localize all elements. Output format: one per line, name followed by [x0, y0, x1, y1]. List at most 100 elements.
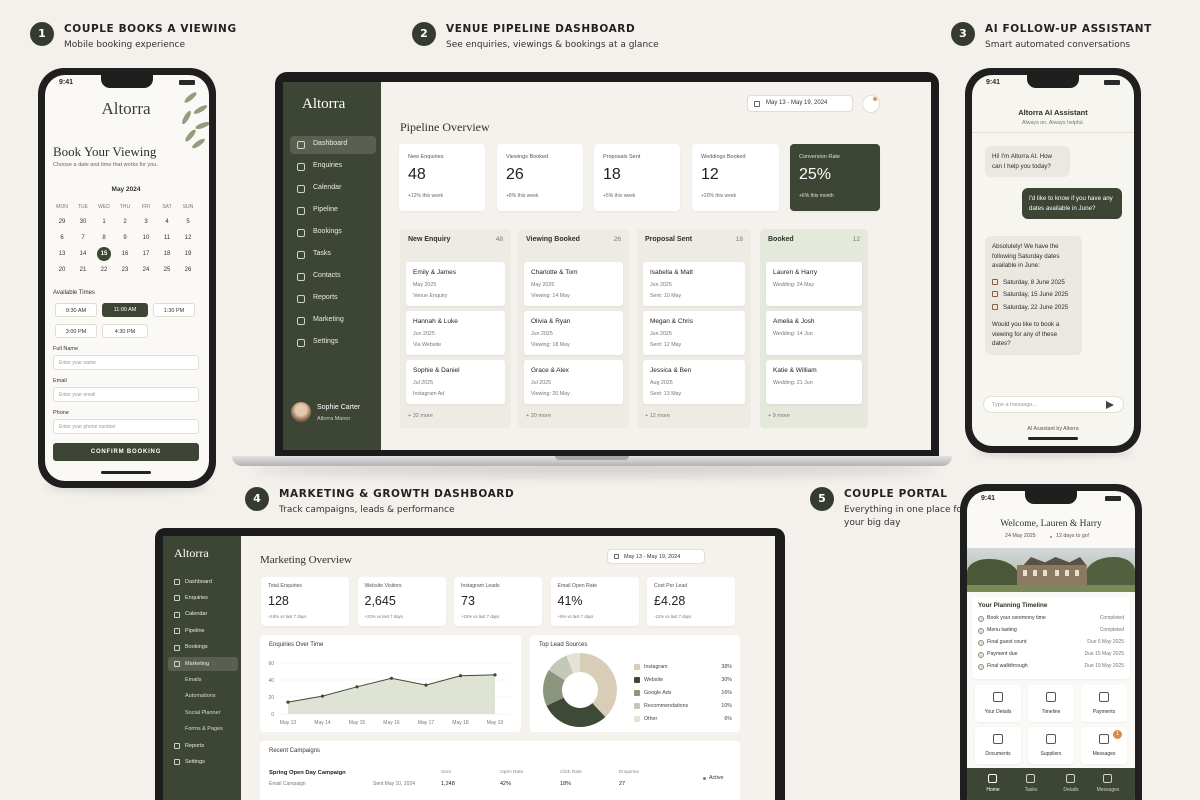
- nav-item[interactable]: Settings: [290, 334, 376, 352]
- calendar-day[interactable]: 24: [142, 267, 150, 273]
- calendar-day[interactable]: 2: [123, 219, 127, 225]
- calendar-day[interactable]: 14: [79, 251, 87, 257]
- calendar-day[interactable]: 25: [163, 267, 171, 273]
- nav-item[interactable]: Bookings: [290, 224, 376, 242]
- bottom-nav-item[interactable]: Details: [1051, 768, 1091, 800]
- calendar-day[interactable]: 4: [165, 219, 169, 225]
- lead-card[interactable]: Katie & William Wedding: 21 Jun: [766, 360, 862, 404]
- nav-item[interactable]: Tasks: [290, 246, 376, 264]
- more-link[interactable]: + 32 more: [408, 413, 433, 419]
- nav-label: Reports: [185, 742, 205, 749]
- calendar-day[interactable]: 10: [142, 235, 150, 241]
- calendar-day[interactable]: 21: [79, 267, 87, 273]
- calendar-day[interactable]: 11: [163, 235, 171, 241]
- portal-tile[interactable]: Timeline: [1028, 685, 1074, 722]
- calendar-day[interactable]: 16: [121, 251, 129, 257]
- calendar-day[interactable]: 30: [79, 219, 87, 225]
- calendar-day[interactable]: 19: [184, 251, 192, 257]
- calendar-day[interactable]: 3: [144, 219, 148, 225]
- nav-item[interactable]: Bookings: [168, 641, 238, 655]
- calendar-day[interactable]: 23: [121, 267, 129, 273]
- nav-label: Pipeline: [313, 206, 338, 213]
- nav-item[interactable]: Social Planner: [168, 706, 238, 720]
- nav-label: Contacts: [313, 272, 341, 279]
- text-input[interactable]: Enter your name: [53, 355, 199, 370]
- nav-item[interactable]: Reports: [290, 290, 376, 308]
- portal-tile[interactable]: Documents: [975, 727, 1021, 764]
- calendar-day[interactable]: 17: [142, 251, 150, 257]
- portal-tile[interactable]: Suppliers: [1028, 727, 1074, 764]
- nav-item[interactable]: Contacts: [290, 268, 376, 286]
- calendar-day[interactable]: 13: [58, 251, 66, 257]
- lead-card[interactable]: Jessica & Ben Aug 2025 Sent: 13 May: [643, 360, 745, 404]
- calendar-day[interactable]: 5: [186, 219, 190, 225]
- calendar-day[interactable]: 1: [102, 219, 106, 225]
- lead-card[interactable]: Charlotte & Tom May 2025 Viewing: 14 May: [524, 262, 623, 306]
- calendar-day[interactable]: 8: [102, 235, 106, 241]
- nav-item[interactable]: Marketing: [168, 657, 238, 671]
- nav-item[interactable]: Automations: [168, 690, 238, 704]
- time-slot[interactable]: 9:30 AM: [55, 303, 97, 317]
- nav-item[interactable]: Dashboard: [168, 575, 238, 589]
- nav-item[interactable]: Enquiries: [168, 591, 238, 605]
- bottom-nav-item[interactable]: Messages: [1088, 768, 1128, 800]
- more-link[interactable]: + 20 more: [526, 413, 551, 419]
- nav-item[interactable]: Forms & Pages: [168, 723, 238, 737]
- lead-card[interactable]: Hannah & Luke Jun 2025 Via Website: [406, 311, 505, 355]
- calendar-day[interactable]: 9: [123, 235, 127, 241]
- nav-item[interactable]: Calendar: [290, 180, 376, 198]
- nav-item[interactable]: Marketing: [290, 312, 376, 330]
- more-link[interactable]: + 12 more: [645, 413, 670, 419]
- icon: [174, 628, 180, 635]
- lead-card[interactable]: Amelia & Josh Wedding: 14 Jun: [766, 311, 862, 355]
- lead-card[interactable]: Megan & Chris Jun 2025 Sent: 12 May: [643, 311, 745, 355]
- calendar-day[interactable]: 15: [97, 247, 111, 261]
- time-slot[interactable]: 11:00 AM: [102, 303, 148, 317]
- lead-card[interactable]: Lauren & Harry Wedding: 24 May: [766, 262, 862, 306]
- portal-tile[interactable]: Payments: [1081, 685, 1127, 722]
- date-picker[interactable]: May 13 - May 19, 2024: [607, 549, 705, 564]
- lead-card[interactable]: Olivia & Ryan Jun 2025 Viewing: 18 May: [524, 311, 623, 355]
- lead-card[interactable]: Grace & Alex Jul 2025 Viewing: 20 May: [524, 360, 623, 404]
- lead-card[interactable]: Sophie & Daniel Jul 2025 Instagram Ad: [406, 360, 505, 404]
- calendar-day[interactable]: 26: [184, 267, 192, 273]
- portal-tile[interactable]: Your Details: [975, 685, 1021, 722]
- nav-item[interactable]: Dashboard: [290, 136, 376, 154]
- lead-name: Jessica & Ben: [650, 367, 692, 374]
- calendar-day[interactable]: 29: [58, 219, 66, 225]
- message-input[interactable]: Type a message...: [983, 396, 1124, 413]
- calendar-day[interactable]: 18: [163, 251, 171, 257]
- nav-item[interactable]: Enquiries: [290, 158, 376, 176]
- date-option[interactable]: Saturday, 22 June 2025: [992, 303, 1075, 313]
- date-option[interactable]: Saturday, 15 June 2025: [992, 290, 1075, 300]
- date-picker[interactable]: May 13 - May 19, 2024: [747, 95, 853, 112]
- more-link[interactable]: + 9 more: [768, 413, 790, 419]
- date-option[interactable]: Saturday, 8 June 2025: [992, 278, 1075, 288]
- calendar-day[interactable]: 20: [58, 267, 66, 273]
- venue-photo-window: [1023, 570, 1027, 576]
- nav-item[interactable]: Reports: [168, 739, 238, 753]
- text-input[interactable]: Enter your phone number: [53, 419, 199, 434]
- bottom-nav-item[interactable]: Home: [973, 768, 1013, 800]
- bottom-nav-item[interactable]: Tasks: [1011, 768, 1051, 800]
- time-slot[interactable]: 1:30 PM: [153, 303, 195, 317]
- calendar-day[interactable]: 22: [100, 267, 108, 273]
- time-slot[interactable]: 4:30 PM: [102, 324, 148, 338]
- lead-card[interactable]: Emily & James May 2025 Venue Enquiry: [406, 262, 505, 306]
- calendar-day[interactable]: 6: [60, 235, 64, 241]
- calendar-day[interactable]: 12: [184, 235, 192, 241]
- send-button[interactable]: [1106, 401, 1114, 409]
- nav-item[interactable]: Emails: [168, 673, 238, 687]
- lead-detail: Sent: 13 May: [650, 391, 682, 397]
- nav-item[interactable]: Settings: [168, 755, 238, 769]
- nav-item[interactable]: Pipeline: [168, 624, 238, 638]
- portal-tile[interactable]: Messages 1: [1081, 727, 1127, 764]
- lead-card[interactable]: Isabella & Matt Jun 2025 Sent: 10 May: [643, 262, 745, 306]
- calendar-day[interactable]: 7: [81, 235, 85, 241]
- text-input[interactable]: Enter your email: [53, 387, 199, 402]
- notification-bell[interactable]: [862, 95, 880, 113]
- nav-item[interactable]: Pipeline: [290, 202, 376, 220]
- time-slot[interactable]: 3:00 PM: [55, 324, 97, 338]
- nav-item[interactable]: Calendar: [168, 608, 238, 622]
- confirm-button[interactable]: CONFIRM BOOKING: [53, 443, 199, 461]
